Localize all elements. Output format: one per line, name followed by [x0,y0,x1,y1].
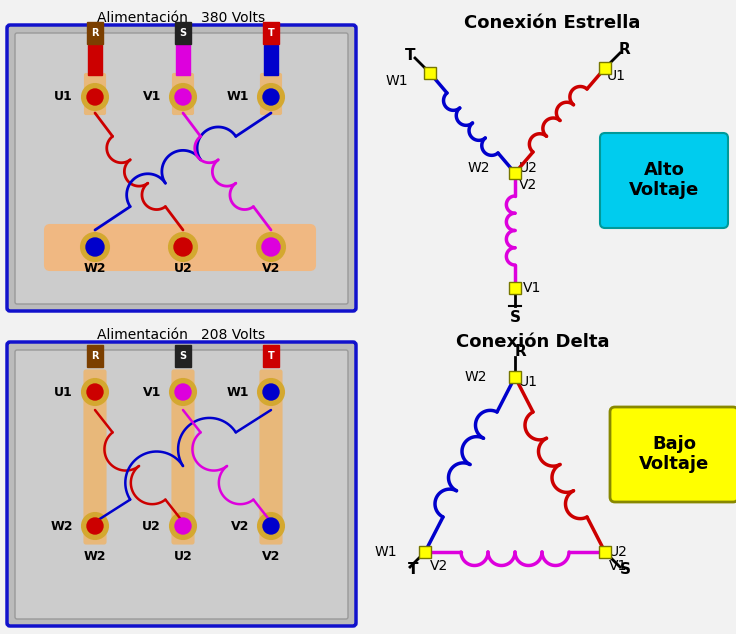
Circle shape [170,84,196,110]
FancyBboxPatch shape [600,133,728,228]
Bar [87,22,103,44]
Text: Conexión Delta: Conexión Delta [456,333,609,351]
Circle shape [258,379,284,405]
Text: Bajo
Voltaje: Bajo Voltaje [639,434,709,474]
Text: W2: W2 [84,262,106,276]
Circle shape [175,384,191,400]
Text: W2: W2 [84,550,106,563]
Circle shape [169,233,197,261]
Circle shape [258,84,284,110]
Text: V2: V2 [230,519,249,533]
Bar [264,45,278,75]
Text: W2: W2 [464,370,487,384]
Circle shape [86,238,104,256]
Text: V1: V1 [143,385,161,399]
FancyBboxPatch shape [84,370,106,544]
Text: Alimentación   208 Volts: Alimentación 208 Volts [97,328,266,342]
Bar [87,345,103,367]
Text: V1: V1 [609,559,627,573]
Text: V1: V1 [523,281,542,295]
Bar [175,345,191,367]
Text: V2: V2 [430,559,448,573]
Text: U2: U2 [174,262,192,276]
Text: U2: U2 [609,545,628,559]
FancyBboxPatch shape [45,225,315,270]
Text: V2: V2 [519,178,537,192]
Text: V1: V1 [143,91,161,103]
Text: W2: W2 [51,519,73,533]
Bar [88,45,102,75]
Circle shape [87,89,103,105]
Text: R: R [514,344,526,359]
Text: W1: W1 [386,74,408,88]
Circle shape [263,89,279,105]
Text: U2: U2 [142,519,161,533]
Text: U2: U2 [174,550,192,563]
Text: Conexión Estrella: Conexión Estrella [464,14,640,32]
Text: R: R [619,42,631,58]
Circle shape [87,518,103,534]
Bar [263,22,279,44]
FancyBboxPatch shape [7,342,356,626]
Text: T: T [405,48,415,63]
Text: S: S [180,351,186,361]
Text: W1: W1 [375,545,397,559]
Text: Alto
Voltaje: Alto Voltaje [629,160,699,200]
Text: W1: W1 [227,385,249,399]
Circle shape [170,513,196,539]
Text: S: S [620,562,631,578]
Bar [175,22,191,44]
Circle shape [170,379,196,405]
Text: W2: W2 [467,161,490,175]
FancyBboxPatch shape [260,370,282,544]
Circle shape [258,513,284,539]
Circle shape [257,233,285,261]
Bar [176,45,190,75]
Circle shape [263,518,279,534]
Text: W1: W1 [227,91,249,103]
FancyBboxPatch shape [7,25,356,311]
Circle shape [82,513,108,539]
Circle shape [175,89,191,105]
FancyBboxPatch shape [172,370,194,544]
Text: U1: U1 [607,69,626,83]
Circle shape [263,384,279,400]
Text: T: T [408,562,418,578]
FancyBboxPatch shape [172,74,194,115]
Circle shape [175,518,191,534]
Circle shape [174,238,192,256]
Text: S: S [180,28,186,38]
Text: S: S [509,311,520,325]
FancyBboxPatch shape [85,74,105,115]
Text: R: R [91,28,99,38]
Text: T: T [268,28,275,38]
Text: T: T [268,351,275,361]
Text: U2: U2 [519,161,538,175]
Text: U1: U1 [519,375,538,389]
Text: V2: V2 [262,550,280,563]
FancyBboxPatch shape [610,407,736,502]
Circle shape [82,379,108,405]
Text: V2: V2 [262,262,280,276]
Circle shape [81,233,109,261]
Bar [263,345,279,367]
Text: U1: U1 [54,91,73,103]
Circle shape [82,84,108,110]
Text: Alimentación   380 Volts: Alimentación 380 Volts [97,11,266,25]
FancyBboxPatch shape [15,350,348,619]
Text: U1: U1 [54,385,73,399]
Circle shape [87,384,103,400]
Text: R: R [91,351,99,361]
FancyBboxPatch shape [261,74,281,115]
Circle shape [262,238,280,256]
FancyBboxPatch shape [15,33,348,304]
